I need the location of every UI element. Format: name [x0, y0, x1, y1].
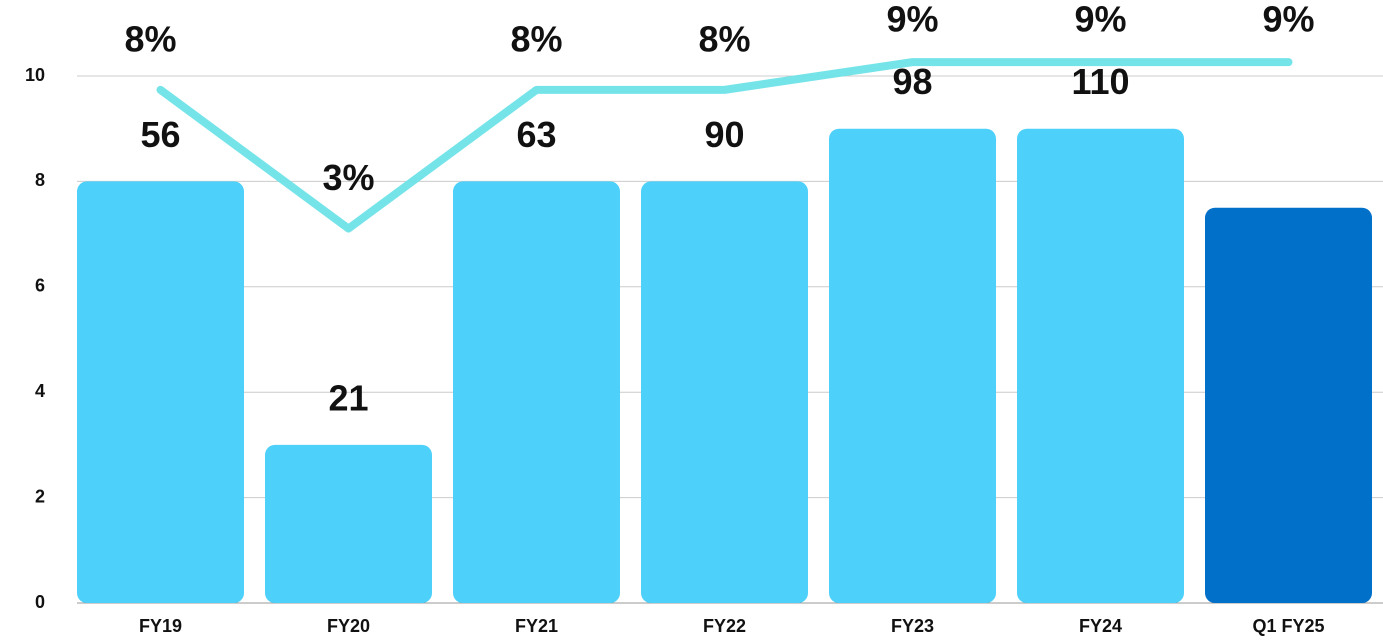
line	[156, 58, 1293, 233]
bar	[1017, 128, 1184, 603]
y-tick-label: 10	[25, 65, 45, 85]
x-tick-label: FY20	[327, 616, 370, 636]
bar	[265, 444, 432, 603]
y-tick-label: 0	[35, 592, 45, 612]
y-tick-label: 4	[35, 381, 45, 401]
line-label: 9%	[1074, 0, 1126, 40]
bar	[1205, 207, 1372, 603]
x-tick-label: FY23	[891, 616, 934, 636]
bar	[77, 181, 244, 603]
bar-label: 56	[140, 114, 180, 155]
bar-label: 21	[328, 377, 368, 418]
bar-label: 98	[892, 61, 932, 102]
x-tick-label: Q1 FY25	[1252, 616, 1324, 636]
line-label: 8%	[698, 18, 750, 59]
bar	[829, 128, 996, 603]
x-tick-label: FY19	[139, 616, 182, 636]
line-label: 9%	[1262, 0, 1314, 40]
line-label: 9%	[886, 0, 938, 40]
line-label: 8%	[124, 18, 176, 59]
line-label: 8%	[510, 18, 562, 59]
x-tick-label: FY21	[515, 616, 558, 636]
line-label: 3%	[322, 157, 374, 198]
x-tick-label: FY24	[1079, 616, 1122, 636]
bar-label: 90	[704, 114, 744, 155]
bar-label: 63	[516, 114, 556, 155]
x-tick-label: FY22	[703, 616, 746, 636]
bar-label: 110	[1071, 61, 1129, 102]
bar	[641, 181, 808, 603]
bar	[453, 181, 620, 603]
y-tick-label: 8	[35, 170, 45, 190]
y-tick-label: 2	[35, 486, 45, 506]
y-tick-label: 6	[35, 276, 45, 296]
